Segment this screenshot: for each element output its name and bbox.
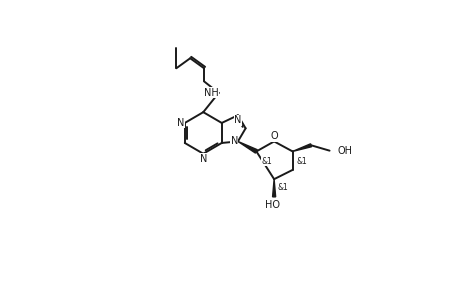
Text: N: N	[234, 115, 242, 125]
Text: N: N	[178, 118, 185, 128]
Polygon shape	[272, 179, 276, 197]
Text: N: N	[199, 154, 207, 164]
Text: NH: NH	[204, 88, 219, 98]
Polygon shape	[238, 142, 257, 153]
Text: &1: &1	[261, 157, 272, 166]
Text: &1: &1	[277, 183, 288, 192]
Text: &1: &1	[297, 157, 307, 166]
Text: HO: HO	[265, 200, 280, 210]
Polygon shape	[292, 144, 312, 151]
Text: N: N	[231, 137, 238, 146]
Text: O: O	[270, 132, 278, 142]
Text: OH: OH	[337, 146, 352, 156]
